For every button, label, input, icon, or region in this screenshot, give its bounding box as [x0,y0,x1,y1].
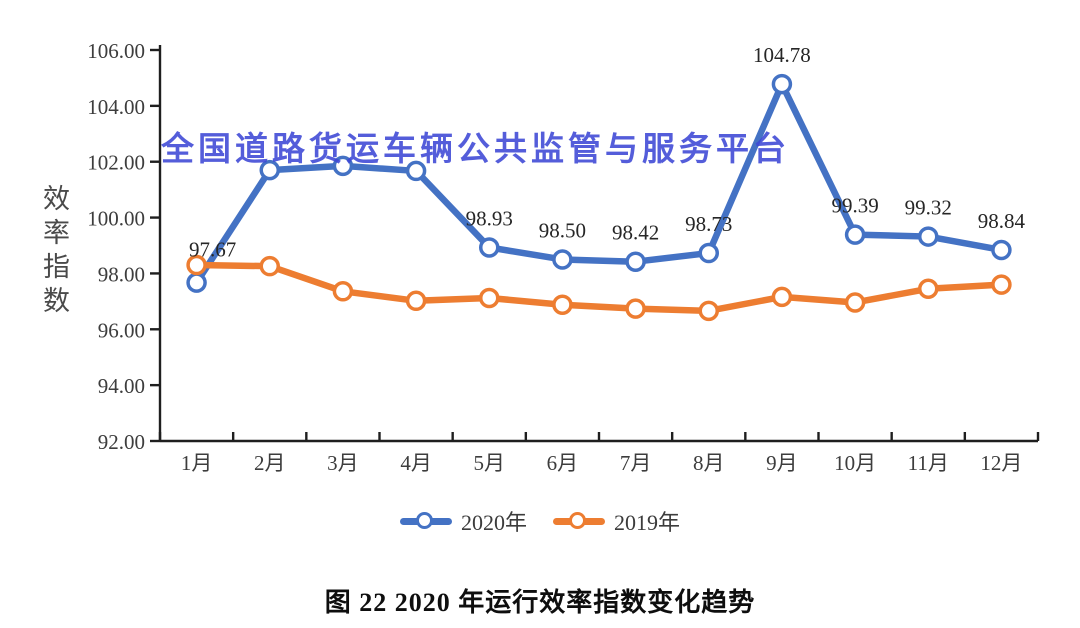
data-label: 99.39 [831,194,878,218]
data-point-marker-2020年 [259,159,280,181]
data-point-marker-2019年 [991,274,1012,295]
x-tick-label: 4月 [400,451,432,475]
legend-marker-2020-icon [399,511,452,531]
data-point-marker-2020年 [332,155,354,177]
data-point-marker-2020年 [552,249,573,270]
data-label: 98.73 [685,212,732,236]
y-tick-label: 94.00 [98,374,145,398]
x-tick-label: 6月 [547,451,579,475]
data-label: 97.67 [189,238,236,262]
y-tick-label: 98.00 [98,262,145,286]
y-axis-title: 效率指数 [39,184,69,320]
x-tick-label: 11月 [908,451,949,475]
chart-legend: 2020年 2019年 [0,505,1080,537]
legend-item-2020: 2020年 [399,505,527,537]
data-point-marker-2019年 [405,290,427,312]
data-label: 98.42 [612,221,659,245]
y-tick-label: 104.00 [87,95,145,119]
data-point-marker-2019年 [552,294,573,315]
legend-marker-2019-icon [553,511,605,531]
series-line-2019年 [193,261,1005,315]
data-point-marker-2019年 [625,298,646,319]
x-tick-label: 9月 [766,451,798,475]
y-tick-label: 102.00 [87,151,145,175]
y-tick-label: 100.00 [87,207,145,231]
x-tick-label: 2月 [254,451,286,475]
data-point-marker-2020年 [625,251,646,272]
y-tick-label: 106.00 [87,39,145,63]
data-point-marker-2019年 [332,281,354,302]
data-point-marker-2020年 [844,224,866,245]
data-point-marker-2019年 [771,286,793,308]
legend-label-2019: 2019年 [614,510,681,535]
data-point-marker-2019年 [259,255,280,277]
data-label: 98.93 [466,206,513,230]
series-line-2020年 [193,80,1005,286]
x-tick-label: 5月 [474,451,506,475]
data-point-marker-2019年 [479,287,500,309]
data-label: 98.50 [539,218,586,242]
data-point-marker-2020年 [186,272,207,293]
data-point-marker-2020年 [991,239,1012,261]
x-tick-label: 8月 [693,451,725,475]
data-point-marker-2019年 [844,292,866,313]
data-point-marker-2020年 [918,226,939,247]
data-point-marker-2020年 [405,160,427,182]
legend-label-2020: 2020年 [460,510,527,535]
data-point-marker-2020年 [479,237,500,258]
data-label: 104.78 [753,43,811,67]
figure-caption: 图 22 2020 年运行效率指数变化趋势 [324,588,756,617]
y-tick-label: 92.00 [98,430,145,454]
data-point-marker-2019年 [698,300,719,322]
x-tick-label: 1月 [181,451,213,475]
y-tick-label: 96.00 [98,318,145,342]
data-label: 99.32 [905,196,952,220]
data-point-marker-2020年 [698,242,719,264]
data-point-marker-2019年 [918,278,939,300]
x-tick-label: 10月 [834,451,876,475]
x-tick-label: 3月 [327,451,359,475]
x-tick-label: 12月 [980,451,1022,475]
x-tick-label: 7月 [620,451,652,475]
data-point-marker-2019年 [186,254,207,276]
watermark-text: 全国道路货运车辆公共监管与服务平台 [161,130,790,167]
data-label: 98.84 [978,209,1026,233]
data-point-marker-2020年 [771,73,793,95]
legend-item-2019: 2019年 [553,505,680,537]
